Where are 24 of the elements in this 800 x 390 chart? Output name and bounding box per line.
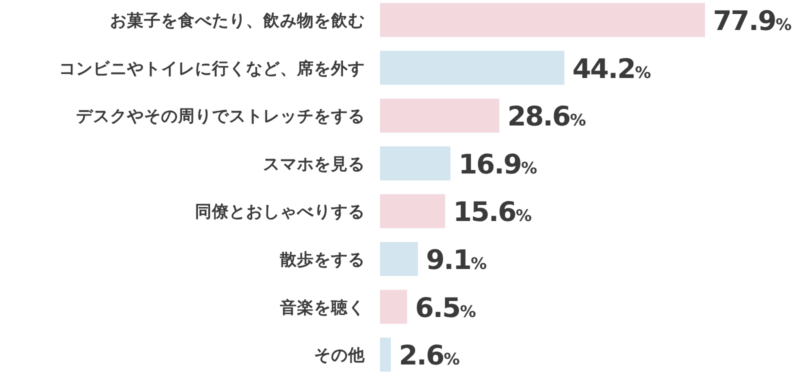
y-tick-label: コンビニやトイレに行くなど、席を外す	[59, 58, 365, 78]
data-label: 2.6%	[398, 340, 460, 372]
bar	[380, 290, 408, 324]
data-label: 28.6%	[507, 102, 586, 133]
data-label: 77.9%	[713, 6, 792, 37]
bar	[380, 338, 391, 372]
data-label: 44.2%	[572, 54, 652, 85]
y-tick-label: スマホを見る	[263, 154, 365, 174]
data-label: 15.6%	[453, 197, 532, 228]
bar	[380, 146, 451, 180]
y-tick-label: お菓子を食べたり、飲み物を飲む	[110, 11, 365, 30]
bar	[380, 50, 564, 85]
bar	[380, 3, 705, 37]
y-tick-label: デスクやその周りでストレッチをする	[76, 106, 365, 126]
y-tick-label: 同僚とおしゃべりする	[195, 202, 365, 222]
bar	[380, 194, 446, 228]
bar	[380, 242, 418, 276]
y-tick-label: 音楽を聴く	[279, 298, 365, 317]
data-label: 9.1%	[426, 245, 487, 276]
y-tick-label: 散歩をする	[279, 250, 365, 269]
bar	[380, 98, 500, 133]
data-label: 16.9%	[458, 149, 538, 180]
y-tick-label: その他	[314, 346, 366, 365]
data-label: 6.5%	[415, 292, 476, 324]
